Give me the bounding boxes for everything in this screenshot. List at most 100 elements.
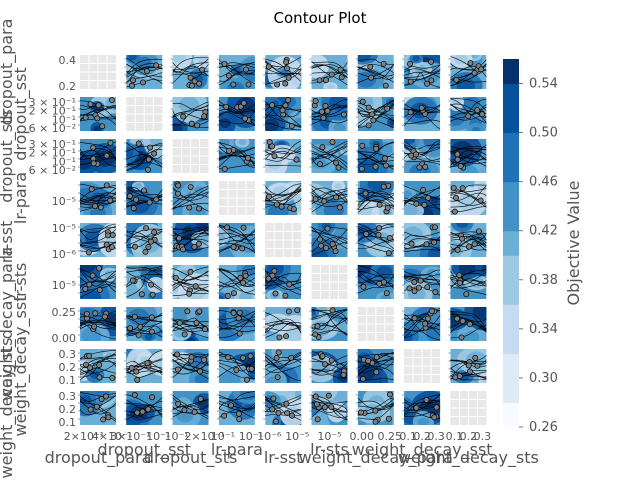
trial-point xyxy=(265,63,272,70)
panel-6-4 xyxy=(263,307,302,341)
trial-point xyxy=(459,185,466,192)
contour-line xyxy=(404,193,441,207)
contour-line xyxy=(80,113,116,118)
contour-line xyxy=(80,105,116,122)
x-tick-label: 0.1 xyxy=(399,430,417,443)
trial-point xyxy=(432,224,439,231)
contour-fill xyxy=(172,223,209,257)
trial-point xyxy=(236,416,243,423)
contour-line xyxy=(265,397,302,406)
contour-line xyxy=(172,359,209,373)
contour-line xyxy=(126,274,163,287)
trial-point xyxy=(135,332,142,339)
trial-point xyxy=(109,232,116,238)
contour-line xyxy=(218,225,255,252)
contour-level xyxy=(427,246,441,257)
trial-point xyxy=(285,97,292,104)
contour-line xyxy=(450,62,487,71)
trial-point xyxy=(187,268,194,275)
contour-line xyxy=(172,325,209,332)
contour-line xyxy=(172,70,209,76)
panel-3-5 xyxy=(309,181,348,215)
trial-point xyxy=(284,410,291,416)
contour-level xyxy=(470,55,479,59)
chart-title: Contour Plot xyxy=(274,9,367,27)
contour-line xyxy=(265,61,302,71)
panel-8-6 xyxy=(355,391,394,425)
trial-point xyxy=(312,196,319,203)
trial-point xyxy=(230,290,237,297)
panel-1-4 xyxy=(263,97,302,131)
trial-point xyxy=(145,166,152,173)
colorbar-tick-label: 0.30 xyxy=(529,371,558,386)
trial-point xyxy=(416,164,423,171)
contour-fill xyxy=(218,307,255,341)
trial-point xyxy=(197,368,204,375)
trial-point xyxy=(130,205,137,212)
trial-point xyxy=(91,323,98,330)
trial-point xyxy=(382,82,389,89)
trial-point xyxy=(421,201,428,208)
contour-line xyxy=(172,270,209,292)
y-tick-label: 10⁻¹ xyxy=(52,113,76,126)
contour-level xyxy=(367,181,387,192)
contour-line xyxy=(172,229,209,243)
contour-line xyxy=(357,102,394,116)
trial-point xyxy=(129,277,136,284)
contour-line xyxy=(80,149,116,167)
trial-point xyxy=(143,68,150,75)
trial-point xyxy=(411,279,418,286)
contour-line xyxy=(357,351,394,376)
trial-point xyxy=(201,113,208,120)
trial-point xyxy=(357,409,364,416)
contour-fill xyxy=(450,307,487,341)
trial-point xyxy=(269,272,276,279)
contour-line xyxy=(311,104,348,116)
contour-line xyxy=(265,272,302,290)
contour-line xyxy=(80,350,116,360)
contour-level xyxy=(334,183,343,190)
contour-line xyxy=(218,360,255,369)
contour-line xyxy=(311,310,348,322)
contour-line xyxy=(218,225,255,243)
x-tick-label: 10⁻¹ xyxy=(164,430,188,443)
trial-point xyxy=(466,321,473,328)
contour-level xyxy=(157,329,163,338)
contour-line xyxy=(265,100,302,127)
contour-line xyxy=(80,319,116,326)
contour-line xyxy=(404,103,441,113)
trial-point xyxy=(151,229,158,236)
panel-3-1 xyxy=(124,181,163,215)
contour-line xyxy=(404,313,441,341)
trial-point xyxy=(86,281,93,288)
contour-line xyxy=(80,315,116,329)
trial-point xyxy=(274,374,281,381)
x-tick-label: 10⁻⁶ xyxy=(257,430,282,443)
contour-line xyxy=(450,314,487,332)
trial-point xyxy=(368,74,375,81)
contour-line xyxy=(311,61,348,74)
contour-line xyxy=(218,397,255,410)
contour-line xyxy=(265,322,302,331)
trial-point xyxy=(134,409,141,416)
contour-line xyxy=(311,145,348,164)
trial-point xyxy=(88,186,95,193)
panel-6-8 xyxy=(448,307,487,341)
trial-point xyxy=(367,63,374,70)
trial-point xyxy=(273,354,280,361)
trial-point xyxy=(83,361,90,368)
x-tick-label: 0.3 xyxy=(474,430,492,443)
contour-fill xyxy=(404,97,441,131)
contour-line xyxy=(172,109,209,117)
panel-2-3 xyxy=(216,139,255,173)
trial-point xyxy=(235,410,242,417)
contour-line xyxy=(265,279,302,286)
contour-line xyxy=(311,64,348,79)
trial-point xyxy=(340,371,347,378)
contour-fill xyxy=(450,55,487,89)
contour-fill xyxy=(311,181,348,215)
contour-level xyxy=(456,223,469,229)
trial-point xyxy=(273,418,280,425)
contour-line xyxy=(265,69,302,85)
contour-fill xyxy=(404,265,441,299)
